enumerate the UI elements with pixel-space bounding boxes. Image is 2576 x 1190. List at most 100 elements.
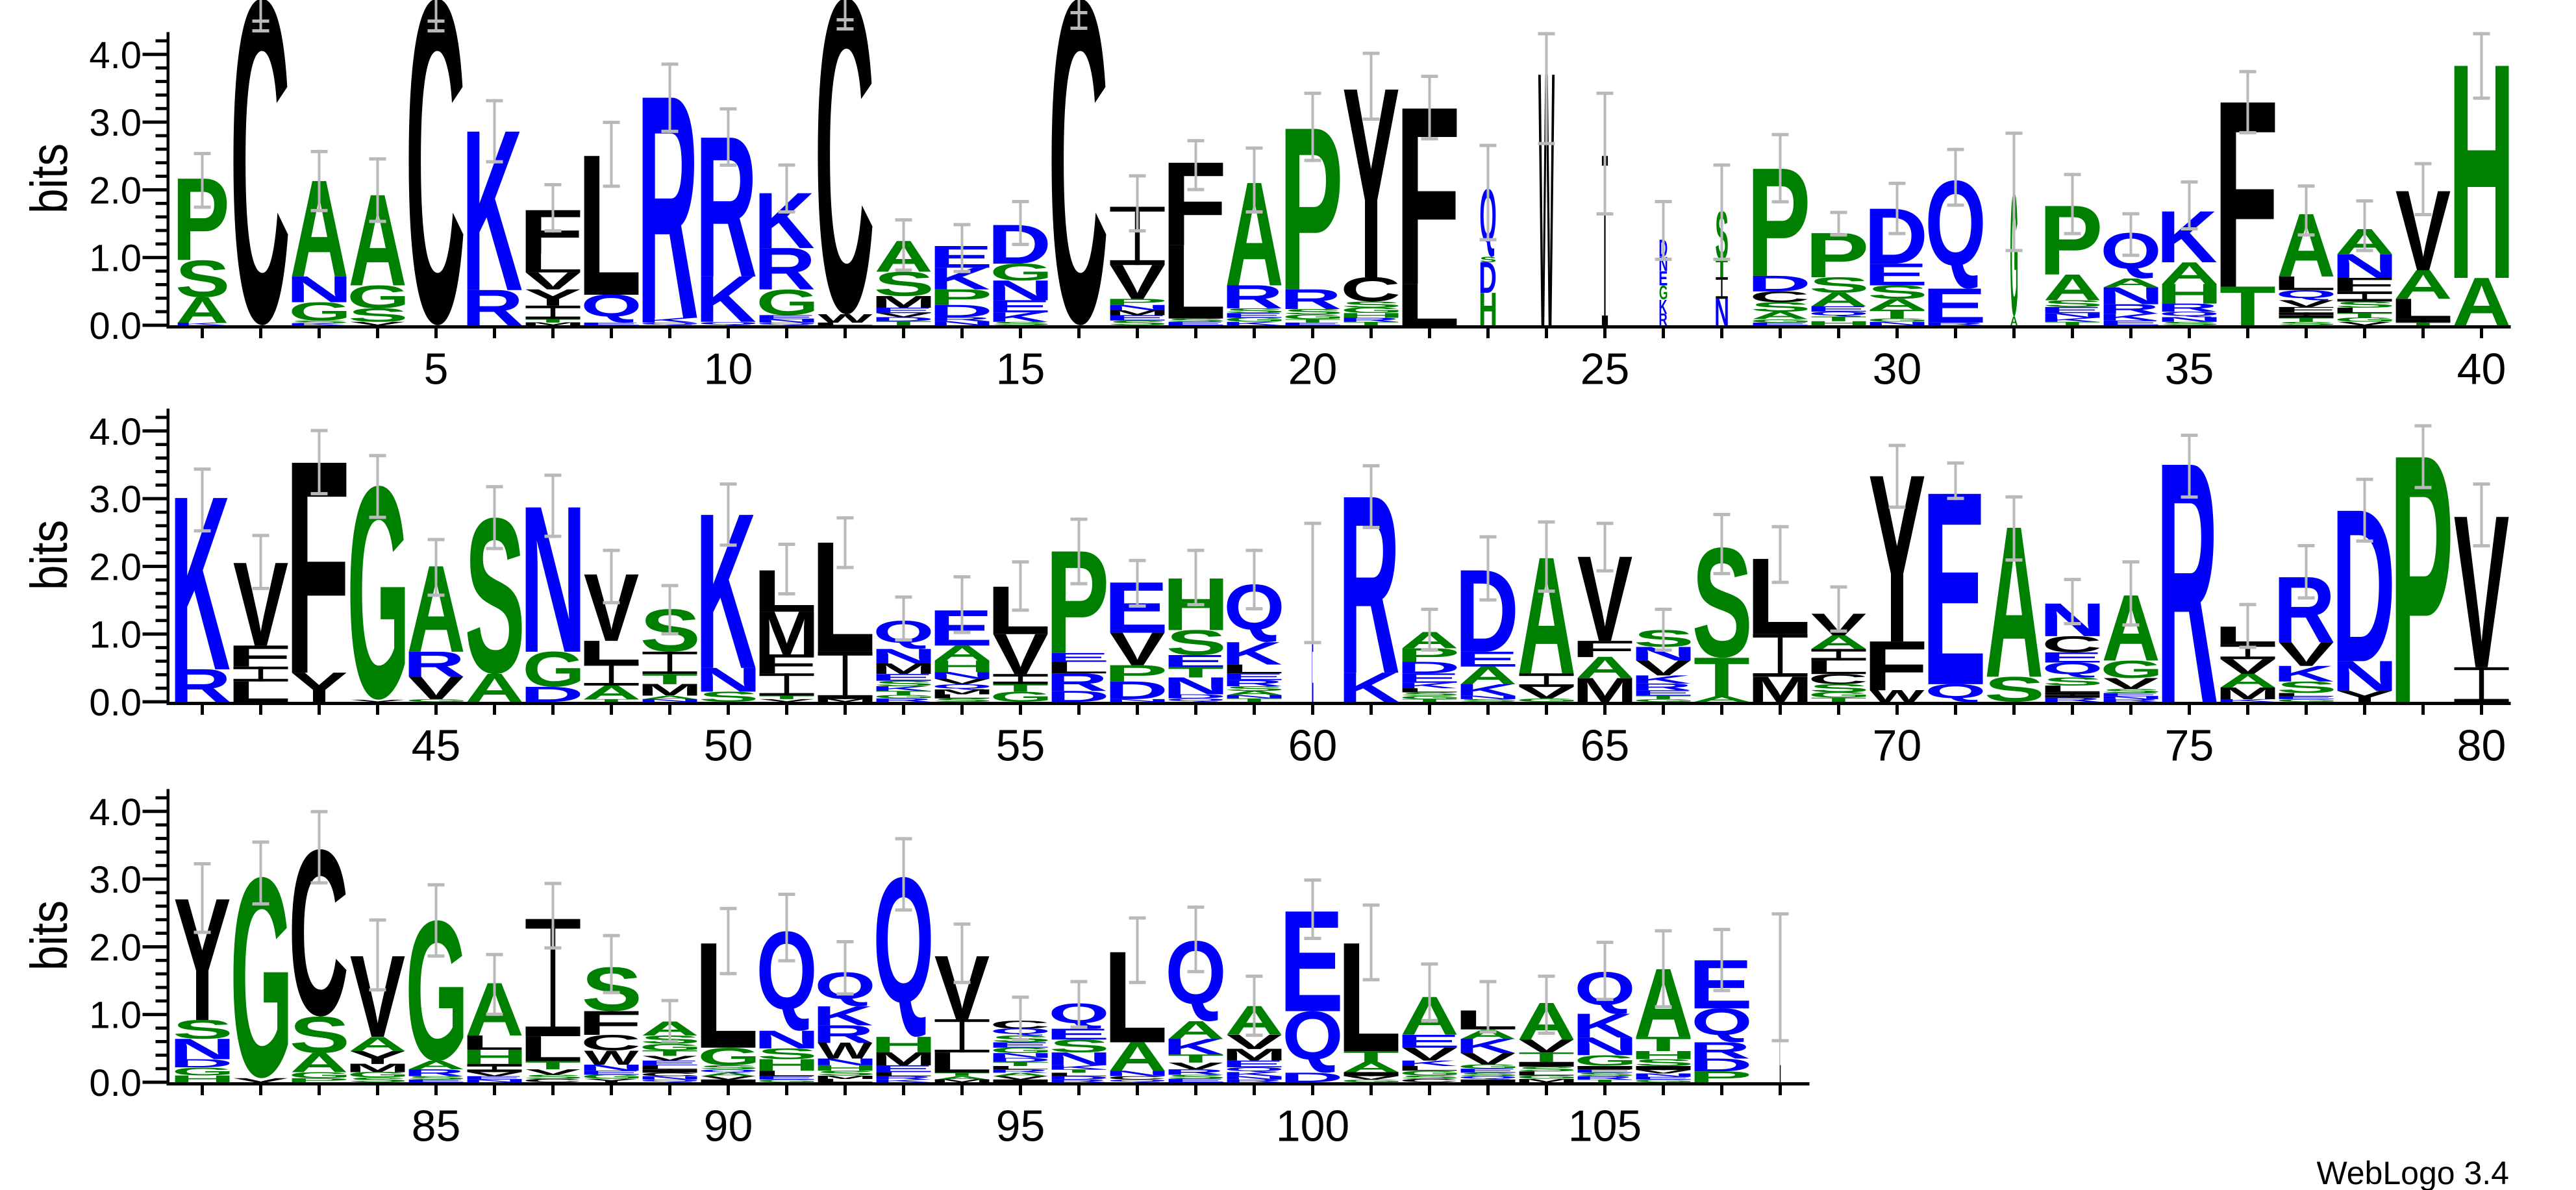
svg-text:V: V [2337, 321, 2393, 326]
svg-text:E: E [2273, 695, 2338, 700]
svg-text:G: G [990, 259, 1053, 286]
svg-text:S: S [406, 1075, 467, 1080]
svg-text:S: S [699, 689, 759, 705]
svg-text:E: E [870, 306, 935, 314]
svg-text:C: C [581, 1030, 641, 1055]
svg-text:A: A [1751, 309, 1810, 321]
svg-text:N: N [1221, 1075, 1288, 1080]
svg-text:C: C [230, 0, 290, 419]
svg-text:E: E [2039, 649, 2104, 666]
svg-text:65: 65 [1581, 721, 1630, 771]
svg-text:Q: Q [698, 321, 759, 325]
svg-text:N: N [987, 275, 1054, 306]
svg-text:K: K [1572, 1007, 1633, 1045]
svg-text:M: M [930, 1079, 995, 1084]
svg-text:G: G [1659, 282, 1668, 304]
svg-text:C: C [1340, 270, 1401, 308]
svg-text:R: R [1221, 279, 1283, 316]
svg-text:R: R [2157, 390, 2218, 775]
svg-text:S: S [1809, 273, 1869, 297]
svg-text:T: T [875, 320, 932, 327]
svg-text:R: R [2157, 301, 2218, 314]
svg-text:M: M [871, 1048, 936, 1069]
svg-text:0.0: 0.0 [89, 682, 142, 724]
svg-text:S: S [699, 1064, 759, 1071]
svg-text:A: A [1868, 295, 1927, 313]
svg-text:L: L [1805, 656, 1869, 678]
svg-text:M: M [1748, 669, 1813, 710]
svg-text:N: N [929, 670, 995, 681]
svg-text:S: S [1283, 308, 1344, 316]
svg-text:C: C [1399, 1078, 1459, 1083]
svg-text:S: S [991, 321, 1051, 326]
svg-text:M: M [1514, 1078, 1579, 1083]
svg-text:A: A [1576, 651, 1634, 685]
svg-text:N: N [753, 1025, 820, 1054]
svg-text:2.0: 2.0 [89, 169, 142, 212]
svg-text:L: L [1395, 687, 1460, 693]
svg-text:G: G [1282, 313, 1345, 321]
svg-text:K: K [2273, 662, 2334, 687]
svg-text:S: S [1751, 299, 1811, 314]
svg-text:T: T [642, 1049, 698, 1058]
svg-text:V: V [1519, 683, 1575, 702]
svg-text:G: G [288, 1071, 351, 1080]
svg-text:L: L [519, 1028, 584, 1069]
svg-text:Q: Q [932, 683, 993, 689]
svg-text:T: T [1810, 697, 1867, 703]
svg-text:A: A [2102, 276, 2160, 290]
svg-text:40: 40 [2457, 345, 2507, 394]
svg-text:E: E [1045, 651, 1110, 665]
svg-text:G: G [2334, 317, 2397, 323]
svg-text:T: T [2220, 274, 2276, 337]
svg-text:15: 15 [996, 345, 1045, 394]
svg-text:K: K [871, 685, 932, 693]
svg-text:E: E [2039, 305, 2104, 315]
svg-text:L: L [986, 1065, 1051, 1070]
svg-text:M: M [1222, 1046, 1287, 1065]
svg-text:L: L [1395, 1065, 1460, 1072]
svg-text:V: V [642, 1054, 698, 1062]
svg-text:S: S [175, 249, 230, 308]
svg-text:V: V [701, 1075, 757, 1080]
svg-text:E: E [1279, 881, 1344, 1043]
svg-text:G: G [756, 1079, 819, 1084]
svg-text:S: S [1400, 691, 1460, 697]
svg-text:T: T [1635, 695, 1692, 700]
svg-text:Q: Q [1692, 1001, 1753, 1043]
svg-text:W: W [584, 1046, 639, 1069]
svg-text:G: G [697, 1043, 760, 1071]
svg-text:S: S [1400, 1074, 1460, 1080]
svg-text:D: D [1747, 271, 1811, 297]
svg-text:L: L [2331, 306, 2395, 315]
svg-text:D: D [1045, 688, 1110, 705]
svg-text:A: A [1167, 1016, 1225, 1045]
svg-text:G: G [171, 1065, 234, 1078]
svg-text:F: F [1395, 53, 1461, 338]
svg-text:S: S [1480, 256, 1497, 264]
svg-text:H: H [870, 1032, 937, 1058]
svg-text:M: M [1573, 671, 1638, 710]
svg-text:P: P [1104, 297, 1168, 307]
svg-text:S: S [290, 319, 350, 324]
svg-text:S: S [2277, 678, 2337, 697]
svg-text:C: C [1808, 671, 1868, 688]
svg-text:Q: Q [2042, 659, 2103, 678]
svg-text:E: E [2097, 692, 2162, 697]
svg-text:M: M [813, 1074, 878, 1080]
svg-text:N: N [1455, 695, 1521, 700]
svg-text:E: E [870, 672, 935, 683]
svg-text:M: M [345, 1061, 410, 1074]
svg-text:L: L [519, 248, 584, 279]
svg-text:S: S [348, 304, 408, 326]
svg-text:Q: Q [698, 1069, 759, 1072]
svg-text:V: V [2220, 654, 2276, 678]
svg-text:T: T [992, 682, 1049, 694]
svg-text:C: C [814, 0, 875, 404]
svg-text:M: M [2216, 684, 2281, 703]
svg-text:N: N [1162, 673, 1229, 700]
svg-text:R: R [1046, 1078, 1108, 1083]
svg-text:75: 75 [2165, 721, 2214, 771]
svg-text:L: L [811, 322, 876, 327]
svg-text:bits: bits [19, 143, 78, 214]
